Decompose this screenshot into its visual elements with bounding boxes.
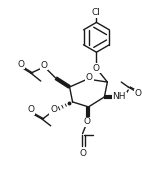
Text: NH: NH (113, 93, 126, 102)
Text: O: O (79, 149, 86, 158)
Text: O: O (84, 117, 91, 126)
Text: O: O (50, 105, 57, 114)
Text: O: O (40, 61, 47, 70)
Text: O: O (17, 60, 24, 69)
Text: O: O (135, 89, 142, 98)
Text: Cl: Cl (92, 8, 101, 17)
Text: O: O (93, 64, 100, 73)
Text: O: O (86, 73, 93, 82)
Text: O: O (27, 105, 34, 114)
